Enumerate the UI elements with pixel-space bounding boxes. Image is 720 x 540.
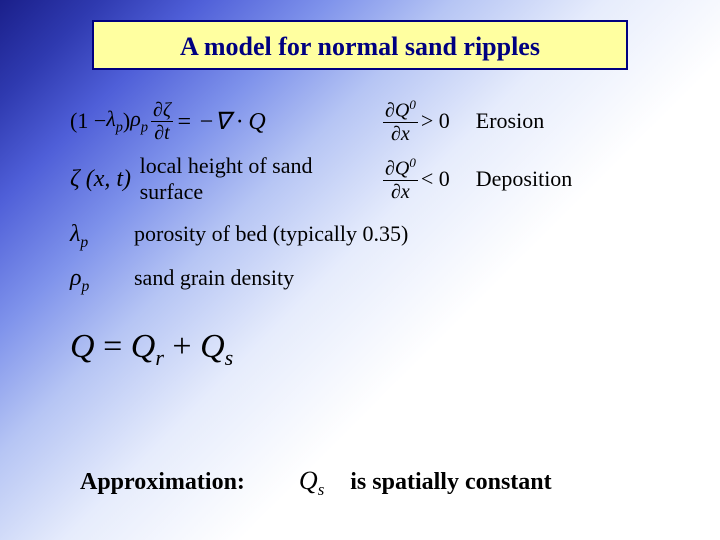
- approx-label: Approximation:: [80, 469, 245, 496]
- eq-lhs-open: (1 −: [70, 108, 106, 134]
- mass-balance-eq: (1 − λp ) ρp ∂ζ ∂t = −∇ · Q: [70, 100, 380, 143]
- zeta-row: ζ (x, t) local height of sand surface ∂Q…: [70, 154, 680, 204]
- zeta-def: ζ (x, t) local height of sand surface: [70, 153, 380, 205]
- eq-rho: ρ: [130, 106, 141, 131]
- approx-Q: Q: [299, 466, 318, 495]
- deposition-den: ∂x: [389, 181, 412, 202]
- zeta-sym: ζ (x, t): [70, 166, 134, 193]
- erosion-sup: 0: [409, 97, 416, 112]
- deposition-cond: ∂Q0 ∂x < 0 Deposition: [380, 156, 572, 202]
- erosion-cond: ∂Q0 ∂x > 0 Erosion: [380, 98, 544, 144]
- slide: A model for normal sand ripples (1 − λp …: [0, 0, 720, 540]
- approx-Q-sub: s: [318, 480, 325, 499]
- erosion-frac: ∂Q0 ∂x: [383, 98, 418, 144]
- deposition-label: Deposition: [476, 166, 573, 192]
- q-r: Q: [131, 328, 156, 365]
- q-lhs: Q: [70, 328, 95, 365]
- eq-frac-num: ∂ζ: [151, 100, 173, 122]
- erosion-num: ∂Q: [385, 100, 409, 122]
- rho-txt: sand grain density: [134, 256, 294, 300]
- approximation-line: Approximation: Qs is spatially constant: [80, 466, 660, 500]
- q-eq-sign: =: [103, 328, 131, 365]
- erosion-rel: > 0: [421, 108, 450, 134]
- eq-lambda: λ: [106, 106, 116, 131]
- q-s-sub: s: [225, 345, 234, 370]
- lambda-sym-sub: p: [80, 234, 88, 251]
- deposition-rel: < 0: [421, 166, 450, 192]
- eq-frac: ∂ζ ∂t: [151, 100, 173, 143]
- lambda-txt: porosity of bed (typically 0.35): [134, 212, 408, 256]
- zeta-txt: local height of sand surface: [140, 153, 380, 205]
- q-s: Q: [200, 328, 225, 365]
- eq-rhs: = −∇ · Q: [176, 107, 266, 136]
- erosion-label: Erosion: [476, 108, 544, 134]
- lambda-def: λp porosity of bed (typically 0.35): [70, 212, 680, 256]
- erosion-den: ∂x: [389, 123, 412, 144]
- deposition-num: ∂Q: [385, 158, 409, 180]
- q-plus: +: [172, 328, 200, 365]
- deposition-frac: ∂Q0 ∂x: [383, 156, 418, 202]
- rho-sym-sub: p: [82, 278, 90, 295]
- q-r-sub: r: [155, 345, 164, 370]
- mass-balance-row: (1 − λp ) ρp ∂ζ ∂t = −∇ · Q ∂Q0 ∂x > 0 E…: [70, 96, 680, 146]
- deposition-sup: 0: [409, 155, 416, 170]
- rho-def: ρp sand grain density: [70, 256, 680, 300]
- eq-lambda-sub: p: [116, 119, 123, 135]
- slide-title: A model for normal sand ripples: [92, 20, 628, 70]
- q-decomposition: Q = Qr + Qs: [70, 328, 680, 371]
- eq-frac-den: ∂t: [152, 122, 171, 143]
- eq-rho-sub: p: [141, 119, 148, 135]
- definitions: λp porosity of bed (typically 0.35) ρp s…: [70, 212, 680, 300]
- lambda-sym: λ: [70, 221, 80, 247]
- approx-rest: is spatially constant: [350, 469, 551, 496]
- rho-sym: ρ: [70, 265, 82, 291]
- content-area: (1 − λp ) ρp ∂ζ ∂t = −∇ · Q ∂Q0 ∂x > 0 E…: [70, 96, 680, 371]
